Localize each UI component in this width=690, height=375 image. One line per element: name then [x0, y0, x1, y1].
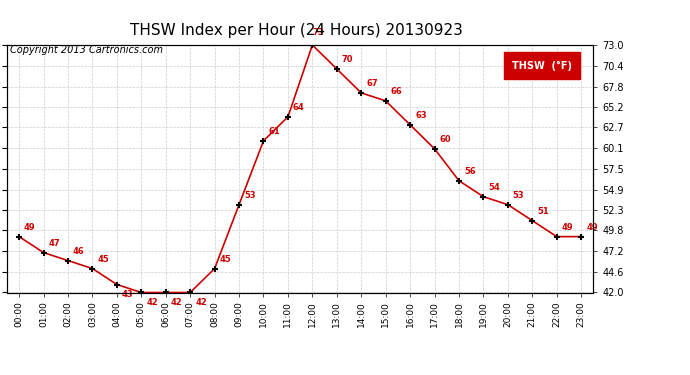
- Text: 46: 46: [73, 247, 85, 256]
- Text: 45: 45: [219, 255, 231, 264]
- Text: 61: 61: [268, 127, 280, 136]
- Text: 66: 66: [391, 87, 402, 96]
- Text: 63: 63: [415, 111, 426, 120]
- Text: 51: 51: [538, 207, 549, 216]
- Text: 67: 67: [366, 79, 377, 88]
- Text: 49: 49: [586, 223, 598, 232]
- Text: 53: 53: [244, 191, 255, 200]
- Text: THSW Index per Hour (24 Hours) 20130923: THSW Index per Hour (24 Hours) 20130923: [130, 22, 463, 38]
- Text: 53: 53: [513, 191, 524, 200]
- Text: 54: 54: [489, 183, 500, 192]
- Text: 49: 49: [24, 223, 36, 232]
- Text: 43: 43: [121, 290, 133, 299]
- Text: 42: 42: [146, 298, 158, 307]
- Text: 60: 60: [440, 135, 451, 144]
- Text: 42: 42: [195, 298, 207, 307]
- Text: THSW  (°F): THSW (°F): [512, 61, 571, 70]
- Text: 64: 64: [293, 103, 304, 112]
- Text: 70: 70: [342, 55, 353, 64]
- Text: 56: 56: [464, 167, 475, 176]
- Text: 73: 73: [313, 28, 324, 37]
- Text: 42: 42: [170, 298, 182, 307]
- Text: 49: 49: [562, 223, 573, 232]
- Text: 47: 47: [48, 239, 60, 248]
- Text: 45: 45: [97, 255, 109, 264]
- Text: Copyright 2013 Cartronics.com: Copyright 2013 Cartronics.com: [10, 45, 164, 55]
